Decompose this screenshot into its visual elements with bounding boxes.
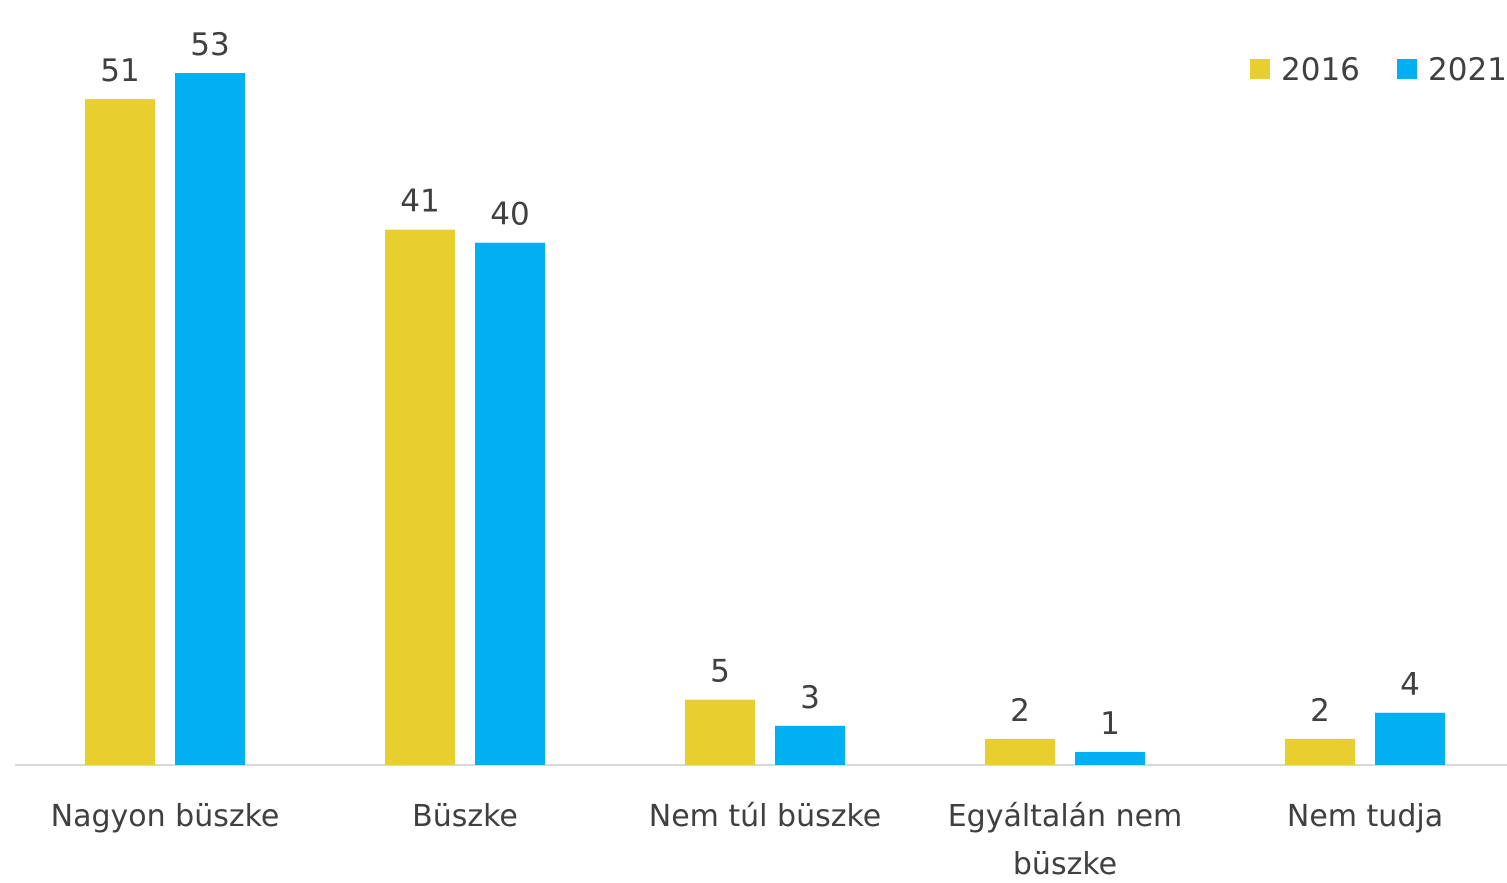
bar [1075,751,1145,765]
x-tick-label: Nagyon büszke [50,799,280,834]
data-label: 5 [710,654,730,690]
legend-label: 2016 [1281,52,1360,88]
bar [1285,738,1355,765]
data-label: 2 [1310,693,1330,729]
x-tick-label: Egyáltalán nem büszke [947,799,1183,882]
bar [985,738,1055,765]
legend-swatch [1397,59,1417,79]
data-label: 4 [1400,667,1420,703]
data-label: 53 [190,27,229,63]
data-label: 2 [1010,693,1030,729]
bar [175,73,245,765]
data-label: 40 [490,197,529,233]
data-label: 3 [800,680,820,716]
data-label: 51 [100,53,139,89]
bar [475,242,545,766]
x-tick-label: Büszke [412,799,518,834]
bar [775,725,845,765]
x-tick-label: Nem tudja [1286,799,1444,834]
legend-swatch [1250,59,1270,79]
x-tick-label: Nem túl büszke [648,799,882,834]
bar [1375,712,1445,765]
bar [85,99,155,765]
bar [385,229,455,765]
bar [685,699,755,765]
data-label: 1 [1100,706,1120,742]
legend-label: 2021 [1428,52,1507,88]
data-label: 41 [400,184,439,220]
